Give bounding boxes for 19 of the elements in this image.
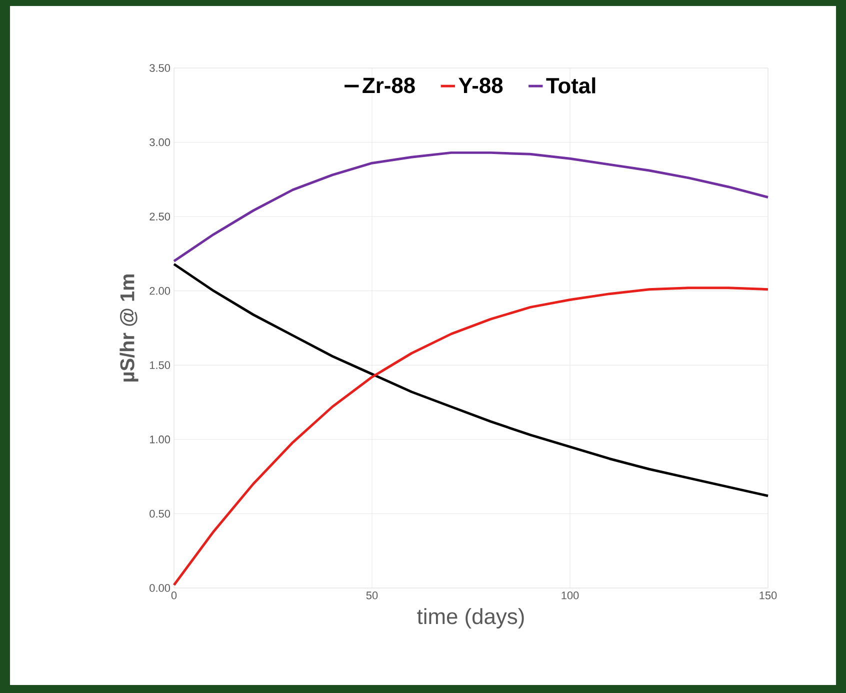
line-series: [172, 151, 770, 262]
y-tick-label: 0.00: [150, 584, 170, 592]
y-tick-label: 1.50: [150, 361, 170, 370]
y-tick-label: 1.00: [150, 436, 170, 444]
legend-label: Y-88: [458, 78, 503, 94]
y-axis-title: µS/hr @ 1m: [120, 274, 138, 382]
y-tick-label: 3.50: [150, 64, 170, 72]
y-tick-label: 2.00: [150, 286, 170, 295]
x-tick-label: 150: [760, 592, 777, 600]
x-tick-label: 50: [366, 592, 378, 600]
x-axis-title: time (days): [417, 608, 524, 629]
legend-label: Total: [546, 77, 596, 94]
x-tick-label: 0: [171, 592, 177, 600]
y-tick-label: 2.50: [150, 212, 170, 220]
x-tick-label: 100: [562, 592, 579, 600]
line-series: [172, 286, 770, 586]
y-tick-label: 3.00: [150, 138, 170, 146]
y-tick-label: 0.50: [150, 510, 170, 518]
legend-label: Zr-88: [362, 78, 415, 94]
